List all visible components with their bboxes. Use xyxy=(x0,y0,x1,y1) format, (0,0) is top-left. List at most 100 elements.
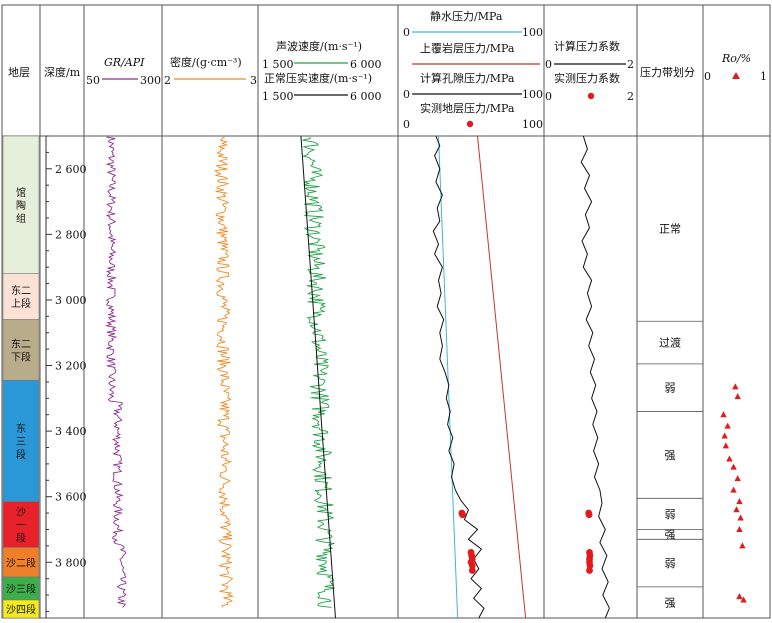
stratum-label-1: 上段 xyxy=(11,297,31,310)
ro-point xyxy=(726,455,733,462)
header-measured-max: 100 xyxy=(522,118,543,131)
mcoef-legend-dot xyxy=(587,92,595,100)
ro-point xyxy=(737,514,744,521)
stratum-7 xyxy=(2,599,40,619)
header-pore-max: 100 xyxy=(522,88,543,101)
header-hydro-min: 0 xyxy=(403,26,410,39)
header-hydro-max: 100 xyxy=(522,26,543,39)
stratum-label-2: 东二 xyxy=(11,337,31,350)
header-ac-min: 1 500 xyxy=(262,58,294,71)
header-ro-max: 1 xyxy=(760,70,767,83)
depth-tick-label: 2 600 xyxy=(55,163,87,176)
header-nct: 正常压实速度/(m·s⁻¹) xyxy=(264,71,372,85)
hydrostatic-line xyxy=(438,135,459,619)
header: 地层 深度/m GR/API 50 300 密度/(g·cm⁻³) 2 3 声波… xyxy=(8,9,767,131)
stratum-label-2: 下段 xyxy=(11,350,31,363)
zone-label-4: 弱 xyxy=(665,508,676,521)
stratum-label-3: 三 xyxy=(16,437,26,448)
stratum-label-6: 沙三段 xyxy=(6,582,36,595)
stratum-2 xyxy=(2,319,40,381)
ro-point xyxy=(739,542,746,549)
stratum-4 xyxy=(2,501,40,548)
stratum-label-3: 段 xyxy=(16,448,26,461)
ro-point xyxy=(736,498,743,505)
ro-legend-marker xyxy=(732,72,740,79)
header-nct-min: 1 500 xyxy=(262,90,294,103)
header-strata: 地层 xyxy=(8,66,30,79)
ro-point xyxy=(730,463,737,470)
header-measured: 实测地层压力/MPa xyxy=(420,101,515,115)
zone-label-2: 弱 xyxy=(665,382,676,395)
header-mcoef: 实测压力系数 xyxy=(554,71,620,85)
stratum-label-4: 一 xyxy=(16,521,26,532)
ro-point xyxy=(734,393,741,400)
nct-line xyxy=(300,135,336,619)
ro-point xyxy=(732,383,739,390)
depth-tick-label: 2 800 xyxy=(55,228,87,241)
measured-pressure-point xyxy=(468,567,476,574)
header-coef: 计算压力系数 xyxy=(554,39,620,53)
measured-pressure-point xyxy=(459,511,466,519)
stratum-1 xyxy=(2,273,40,320)
header-gr-max: 300 xyxy=(140,74,161,87)
zone-label-6: 弱 xyxy=(665,557,676,570)
measured-coefficient-point xyxy=(586,567,593,574)
depth-tick-label: 3 800 xyxy=(55,556,87,569)
header-den-min: 2 xyxy=(164,74,171,87)
acoustic-curve xyxy=(302,136,335,608)
ro-point xyxy=(736,593,743,600)
ro-point xyxy=(722,442,730,449)
pressure-coefficient-curve xyxy=(580,135,610,619)
ro-point xyxy=(733,506,740,513)
stratum-label-7: 沙四段 xyxy=(6,603,36,616)
outer-frame xyxy=(1,4,771,619)
header-ac: 声波速度/(m·s⁻¹) xyxy=(276,39,362,53)
stratum-label-0: 馆 xyxy=(16,186,26,199)
stratum-label-0: 组 xyxy=(16,212,26,225)
depth-axis: 2 600 2 800 3 000 3 200 3 400 3 600 3 800 xyxy=(45,135,87,618)
zone-label-5: 强 xyxy=(665,528,676,541)
header-gr: GR/API xyxy=(104,56,145,69)
measured-legend-dot xyxy=(466,120,474,128)
header-overburden: 上覆岩层压力/MPa xyxy=(420,41,515,55)
pore-pressure-curve xyxy=(432,135,485,619)
header-coef-max: 2 xyxy=(627,58,634,71)
stratum-label-0: 陶 xyxy=(16,199,26,212)
header-mcoef-max: 2 xyxy=(627,90,634,103)
stratum-3 xyxy=(2,379,40,502)
measured-coefficient-point xyxy=(585,511,593,519)
header-pore: 计算孔隙压力/MPa xyxy=(420,71,515,85)
ro-point xyxy=(734,475,741,482)
header-den: 密度/(g·cm⁻³) xyxy=(170,55,242,69)
stratum-0 xyxy=(2,135,40,275)
header-ac-max: 6 000 xyxy=(350,58,382,71)
depth-tick-label: 3 600 xyxy=(55,491,87,504)
ro-point xyxy=(730,486,737,493)
header-mcoef-min: 0 xyxy=(545,90,552,103)
overburden-line xyxy=(477,135,527,619)
stratum-label-4: 段 xyxy=(16,532,26,545)
header-measured-min: 0 xyxy=(403,118,410,131)
density-curve xyxy=(214,136,235,608)
header-pore-min: 0 xyxy=(403,88,410,101)
stratum-label-3: 东 xyxy=(16,422,26,435)
stratum-label-4: 沙 xyxy=(16,507,26,519)
measured-pressure-point xyxy=(468,562,476,569)
header-den-max: 3 xyxy=(250,74,257,87)
stratum-label-5: 沙二段 xyxy=(6,556,36,569)
ro-point xyxy=(721,432,728,439)
ro-point xyxy=(740,596,747,603)
ro-point xyxy=(720,411,727,418)
depth-tick-label: 3 200 xyxy=(55,360,87,373)
ro-point xyxy=(724,422,731,429)
log-curves xyxy=(104,135,610,619)
header-depth: 深度/m xyxy=(44,65,81,79)
depth-tick-label: 3 400 xyxy=(55,425,87,438)
depth-tick-label: 3 000 xyxy=(55,294,87,307)
zone-label-0: 正常 xyxy=(659,223,681,236)
header-gr-min: 50 xyxy=(86,74,100,87)
header-hydro: 静水压力/MPa xyxy=(430,9,503,23)
